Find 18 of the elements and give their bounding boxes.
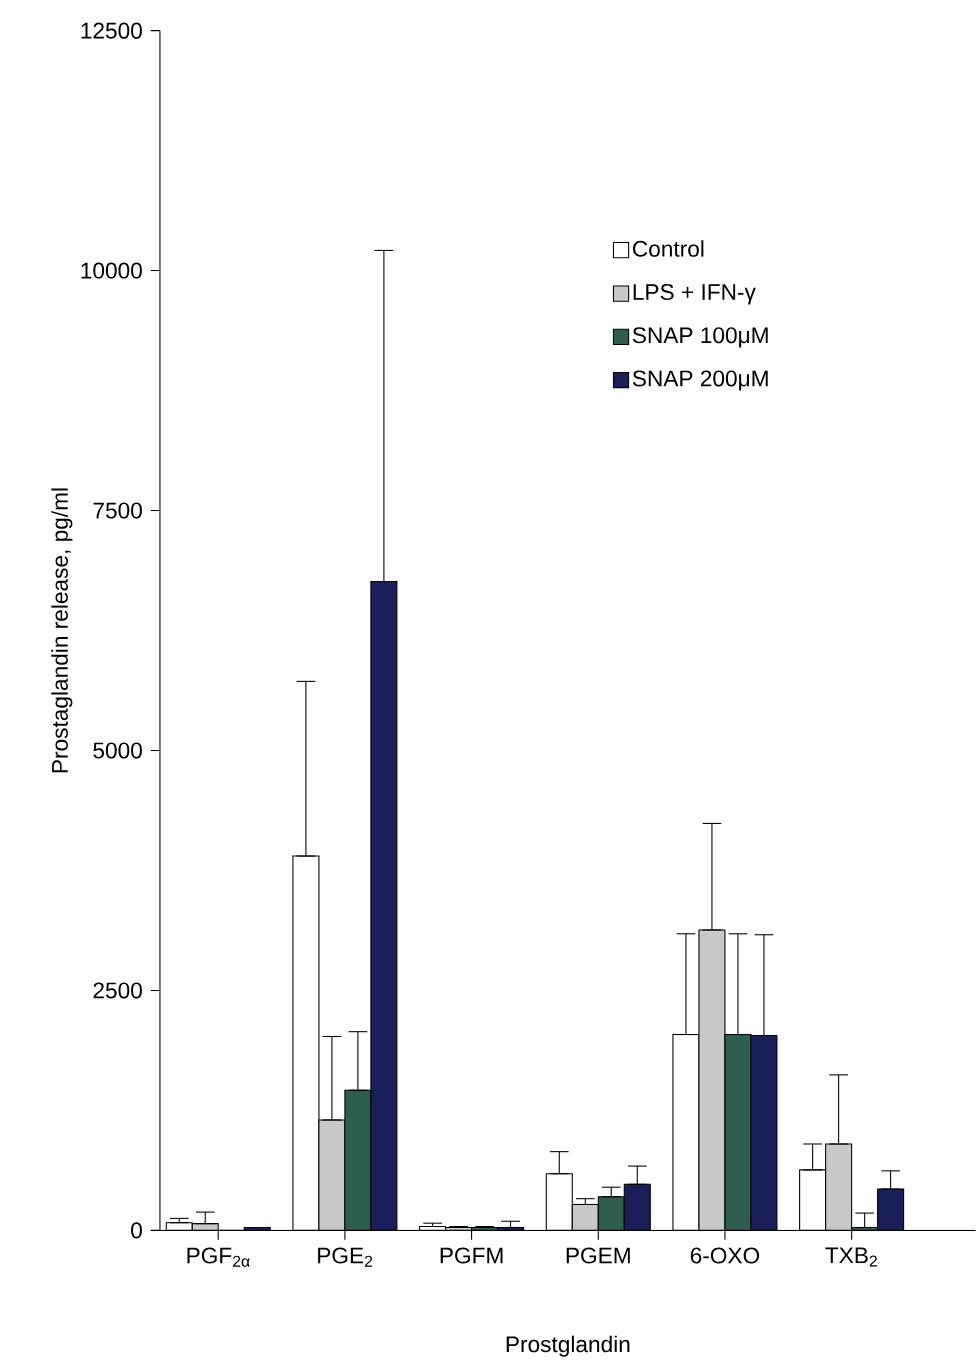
- x-tick-label: 6-OXO: [690, 1247, 760, 1264]
- y-tick-label: 10000: [81, 262, 143, 279]
- x-tick-label: PGE$_{2}$: [318, 1247, 373, 1267]
- y-tick-label: 5000: [93, 742, 143, 759]
- x-tick-label: PGF$_{2α}$: [187, 1247, 250, 1267]
- legend-label: SNAP 100μM: [632, 327, 768, 348]
- legend-label: Control: [633, 240, 704, 257]
- x-axis-title: Prostglandin: [506, 1335, 630, 1357]
- y-tick-label: 2500: [93, 982, 143, 999]
- x-tick-label: PGEM: [566, 1247, 630, 1264]
- x-tick-label: TXB$_{2}$: [825, 1247, 878, 1267]
- x-tick-label: PGFM: [440, 1247, 503, 1264]
- y-tick-label: 7500: [93, 502, 143, 519]
- legend-label: LPS + IFN-γ: [633, 284, 756, 305]
- legend-label: SNAP 200μM: [632, 370, 768, 391]
- y-tick-label: 0: [131, 1222, 143, 1239]
- y-axis-title: Prostaglandin release, pg/ml: [51, 488, 73, 773]
- y-tick-label: 12500: [81, 22, 143, 39]
